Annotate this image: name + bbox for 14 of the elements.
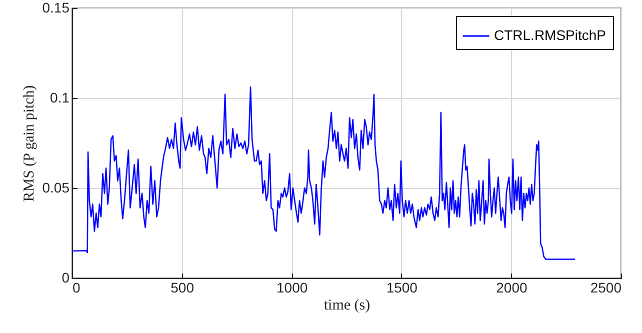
x-tick-label: 500 [170,280,194,296]
y-tick-label: 0 [62,270,70,286]
y-tick-label: 0.1 [50,90,70,106]
x-tick-label: 1000 [276,280,308,296]
line-series [71,86,576,260]
x-tick-label: 1500 [386,280,418,296]
x-tick-label: 2000 [496,280,528,296]
x-tick-label: 2500 [590,280,622,296]
y-tick-label: 0.05 [42,180,70,196]
x-tick-label: 0 [72,280,80,296]
y-axis-title: RMS (P gain pitch) [21,85,38,202]
legend-label: CTRL.RMSPitchP [494,27,606,43]
y-tick-label: 0.15 [42,0,70,16]
x-axis-title: time (s) [324,298,370,314]
